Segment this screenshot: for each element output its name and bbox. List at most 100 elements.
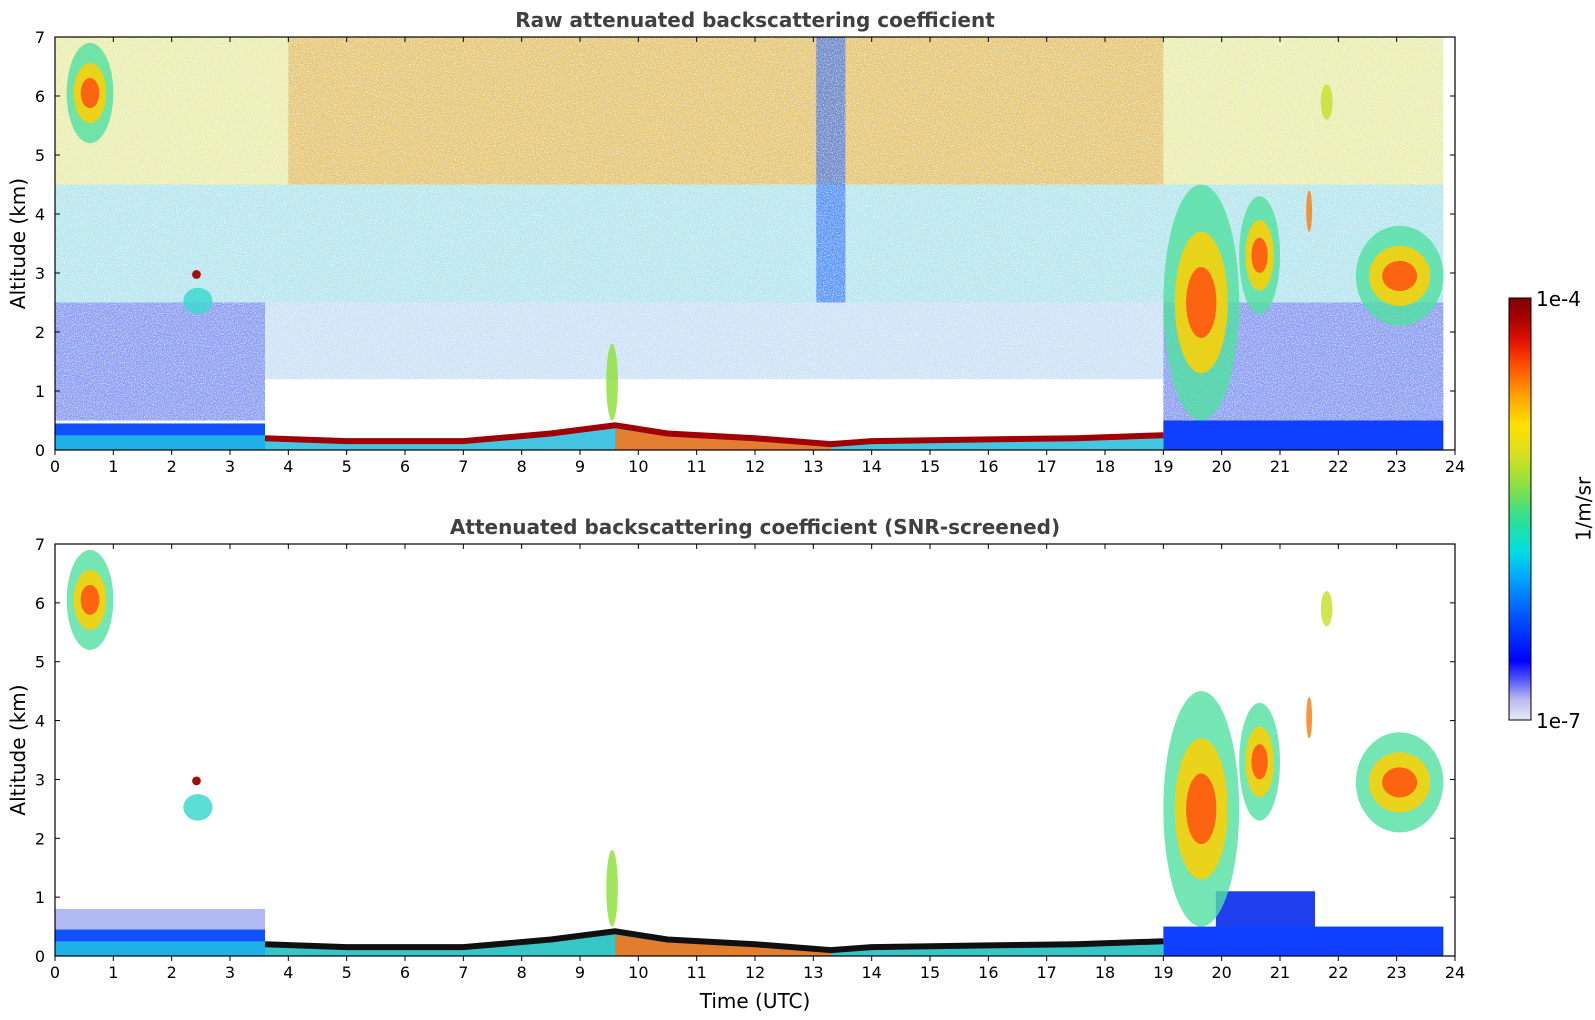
x-tick-label: 14 xyxy=(861,457,881,476)
x-tick-label: 11 xyxy=(686,963,706,982)
x-tick-label: 23 xyxy=(1386,457,1406,476)
y-tick-label: 4 xyxy=(35,205,45,224)
colorbar-min-label: 1e-7 xyxy=(1536,709,1581,733)
x-tick-label: 6 xyxy=(400,457,410,476)
y-tick-label: 6 xyxy=(35,87,45,106)
y-tick-label: 1 xyxy=(35,382,45,401)
cloud-layer-core xyxy=(80,78,100,109)
surface-layer-left-core xyxy=(55,435,265,450)
x-tick-label: 24 xyxy=(1445,963,1465,982)
y-axis-label: Altitude (km) xyxy=(6,178,30,309)
cloud-layer-core xyxy=(1186,773,1217,845)
backscatter-field xyxy=(55,37,1444,450)
surface-layer-left-haze xyxy=(55,908,265,930)
x-tick-label: 8 xyxy=(517,457,527,476)
x-tick-label: 2 xyxy=(167,963,177,982)
cloud-layer-core xyxy=(1251,744,1268,780)
x-tick-label: 9 xyxy=(575,457,585,476)
x-tick-label: 0 xyxy=(50,457,60,476)
x-tick-label: 10 xyxy=(628,963,648,982)
x-tick-label: 4 xyxy=(283,457,293,476)
colorbar-gradient xyxy=(1508,297,1532,721)
x-tick-label: 11 xyxy=(686,457,706,476)
x-tick-label: 3 xyxy=(225,963,235,982)
y-tick-label: 0 xyxy=(35,441,45,460)
x-tick-label: 5 xyxy=(342,963,352,982)
chart-title: Raw attenuated backscattering coefficien… xyxy=(515,8,995,32)
x-tick-label: 18 xyxy=(1095,457,1115,476)
x-tick-label: 17 xyxy=(1036,963,1056,982)
colorbar-unit-label: 1/m/sr xyxy=(1572,476,1595,541)
x-tick-label: 22 xyxy=(1328,963,1348,982)
x-tick-label: 20 xyxy=(1211,963,1231,982)
x-tick-label: 19 xyxy=(1153,963,1173,982)
x-tick-label: 13 xyxy=(803,457,823,476)
boundary-layer-top xyxy=(264,928,1164,954)
surface-layer-left-core xyxy=(55,941,265,956)
y-tick-label: 1 xyxy=(35,888,45,907)
x-tick-label: 9 xyxy=(575,963,585,982)
surface-layer-right-haze xyxy=(1215,891,1315,930)
high-cloud-patch xyxy=(1320,84,1333,120)
high-cloud-streak xyxy=(1306,697,1313,739)
x-tick-label: 7 xyxy=(458,963,468,982)
backscatter-field xyxy=(55,549,1444,956)
x-tick-label: 1 xyxy=(108,963,118,982)
y-axis-label: Altitude (km) xyxy=(6,684,30,815)
small-aerosol-patch xyxy=(183,287,213,315)
high-cloud-patch xyxy=(1320,591,1333,627)
small-cloud-patch xyxy=(192,776,201,786)
panel-raw: Raw attenuated backscattering coefficien… xyxy=(6,8,1465,476)
surface-layer-right xyxy=(1163,926,1444,956)
cloud-layer-core xyxy=(1186,267,1217,338)
x-tick-label: 7 xyxy=(458,457,468,476)
x-tick-label: 8 xyxy=(517,963,527,982)
y-tick-label: 3 xyxy=(35,770,45,789)
x-tick-label: 4 xyxy=(283,963,293,982)
x-tick-label: 10 xyxy=(628,457,648,476)
colorbar-max-label: 1e-4 xyxy=(1536,287,1581,311)
y-tick-label: 3 xyxy=(35,264,45,283)
y-tick-label: 5 xyxy=(35,146,45,165)
cloud-layer-core xyxy=(1251,237,1268,273)
panel-screened: Attenuated backscattering coefficient (S… xyxy=(6,515,1465,1013)
y-tick-label: 2 xyxy=(35,829,45,848)
vertical-plume xyxy=(606,850,618,927)
x-tick-label: 21 xyxy=(1270,457,1290,476)
x-tick-label: 0 xyxy=(50,963,60,982)
x-tick-label: 14 xyxy=(861,963,881,982)
high-cloud-streak xyxy=(1306,190,1313,232)
cloud-layer-core xyxy=(80,584,100,615)
chart-title: Attenuated backscattering coefficient (S… xyxy=(450,515,1060,539)
y-tick-label: 0 xyxy=(35,947,45,966)
x-tick-label: 24 xyxy=(1445,457,1465,476)
x-tick-label: 13 xyxy=(803,963,823,982)
y-tick-label: 7 xyxy=(35,535,45,554)
x-tick-label: 21 xyxy=(1270,963,1290,982)
boundary-layer-top xyxy=(264,422,1164,448)
y-tick-label: 2 xyxy=(35,323,45,342)
x-tick-label: 23 xyxy=(1386,963,1406,982)
cloud-layer-core xyxy=(1382,260,1418,291)
colorbar: 1e-4 1e-7 1/m/sr xyxy=(1508,287,1595,733)
y-tick-label: 7 xyxy=(35,28,45,47)
x-tick-label: 12 xyxy=(745,457,765,476)
x-tick-label: 6 xyxy=(400,963,410,982)
x-tick-label: 17 xyxy=(1036,457,1056,476)
x-tick-label: 12 xyxy=(745,963,765,982)
y-tick-label: 6 xyxy=(35,594,45,613)
surface-layer-right xyxy=(1163,420,1444,450)
x-tick-label: 22 xyxy=(1328,457,1348,476)
x-tick-label: 1 xyxy=(108,457,118,476)
x-tick-label: 3 xyxy=(225,457,235,476)
cloud-layer-core xyxy=(1382,767,1418,798)
x-axis-label: Time (UTC) xyxy=(699,989,811,1013)
small-aerosol-patch xyxy=(183,794,213,821)
speckle-overlay xyxy=(55,37,1444,424)
y-tick-label: 5 xyxy=(35,653,45,672)
x-tick-label: 18 xyxy=(1095,963,1115,982)
x-tick-label: 5 xyxy=(342,457,352,476)
x-tick-label: 15 xyxy=(920,963,940,982)
y-tick-label: 4 xyxy=(35,712,45,731)
